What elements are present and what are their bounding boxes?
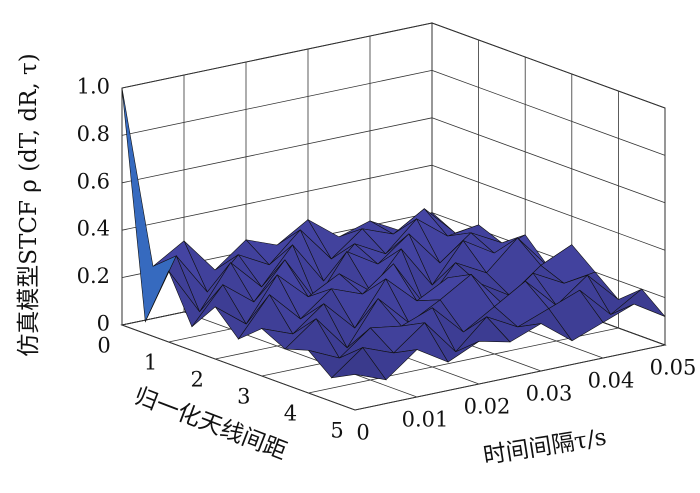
grid-line xyxy=(121,22,433,89)
grid-line xyxy=(121,70,433,136)
z-axis-label: 仿真模型STCF ρ (dT, dR, τ) xyxy=(16,53,42,356)
y-tick-label: 5 xyxy=(330,419,343,443)
y-tick-label: 3 xyxy=(237,385,250,409)
y-tick-label: 4 xyxy=(284,402,297,426)
x-tick-label: 0.04 xyxy=(588,369,635,393)
y-tick-label: 1 xyxy=(144,351,157,375)
x-tick-label: 0 xyxy=(356,421,369,445)
surface-patch xyxy=(330,347,387,381)
grid-line xyxy=(431,70,666,156)
labels: 仿真模型STCF ρ (dT, dR, τ) 归一化天线间距 时间间隔τ/s 0… xyxy=(16,53,696,469)
z-tick-label: 0 xyxy=(97,312,110,336)
grid-line xyxy=(121,164,433,231)
grid-line xyxy=(431,212,666,298)
x-tick-label: 0.05 xyxy=(650,356,697,380)
x-tick-label: 0.01 xyxy=(402,408,449,432)
surface xyxy=(121,87,666,381)
y-tick-label: 2 xyxy=(191,368,204,392)
grid-line xyxy=(121,324,356,411)
grid-line xyxy=(431,22,666,109)
y-tick-label: 0 xyxy=(97,334,110,358)
z-tick-label: 0.8 xyxy=(77,122,110,146)
grid-line xyxy=(431,117,666,204)
z-tick-label: 1.0 xyxy=(77,75,110,99)
grid-line xyxy=(354,344,666,411)
grid-line xyxy=(308,327,619,394)
z-tick-label: 0.4 xyxy=(77,217,110,241)
grid-line xyxy=(121,117,433,184)
y-axis-label: 归一化天线间距 xyxy=(131,383,291,465)
grid-line xyxy=(183,311,418,398)
x-tick-label: 0.02 xyxy=(464,395,511,419)
x-tick-label: 0.03 xyxy=(526,382,573,406)
z-tick-label: 0.2 xyxy=(77,264,110,288)
grid-line xyxy=(431,164,666,251)
z-tick-label: 0.6 xyxy=(77,169,110,193)
x-axis-label: 时间间隔τ/s xyxy=(481,424,608,469)
